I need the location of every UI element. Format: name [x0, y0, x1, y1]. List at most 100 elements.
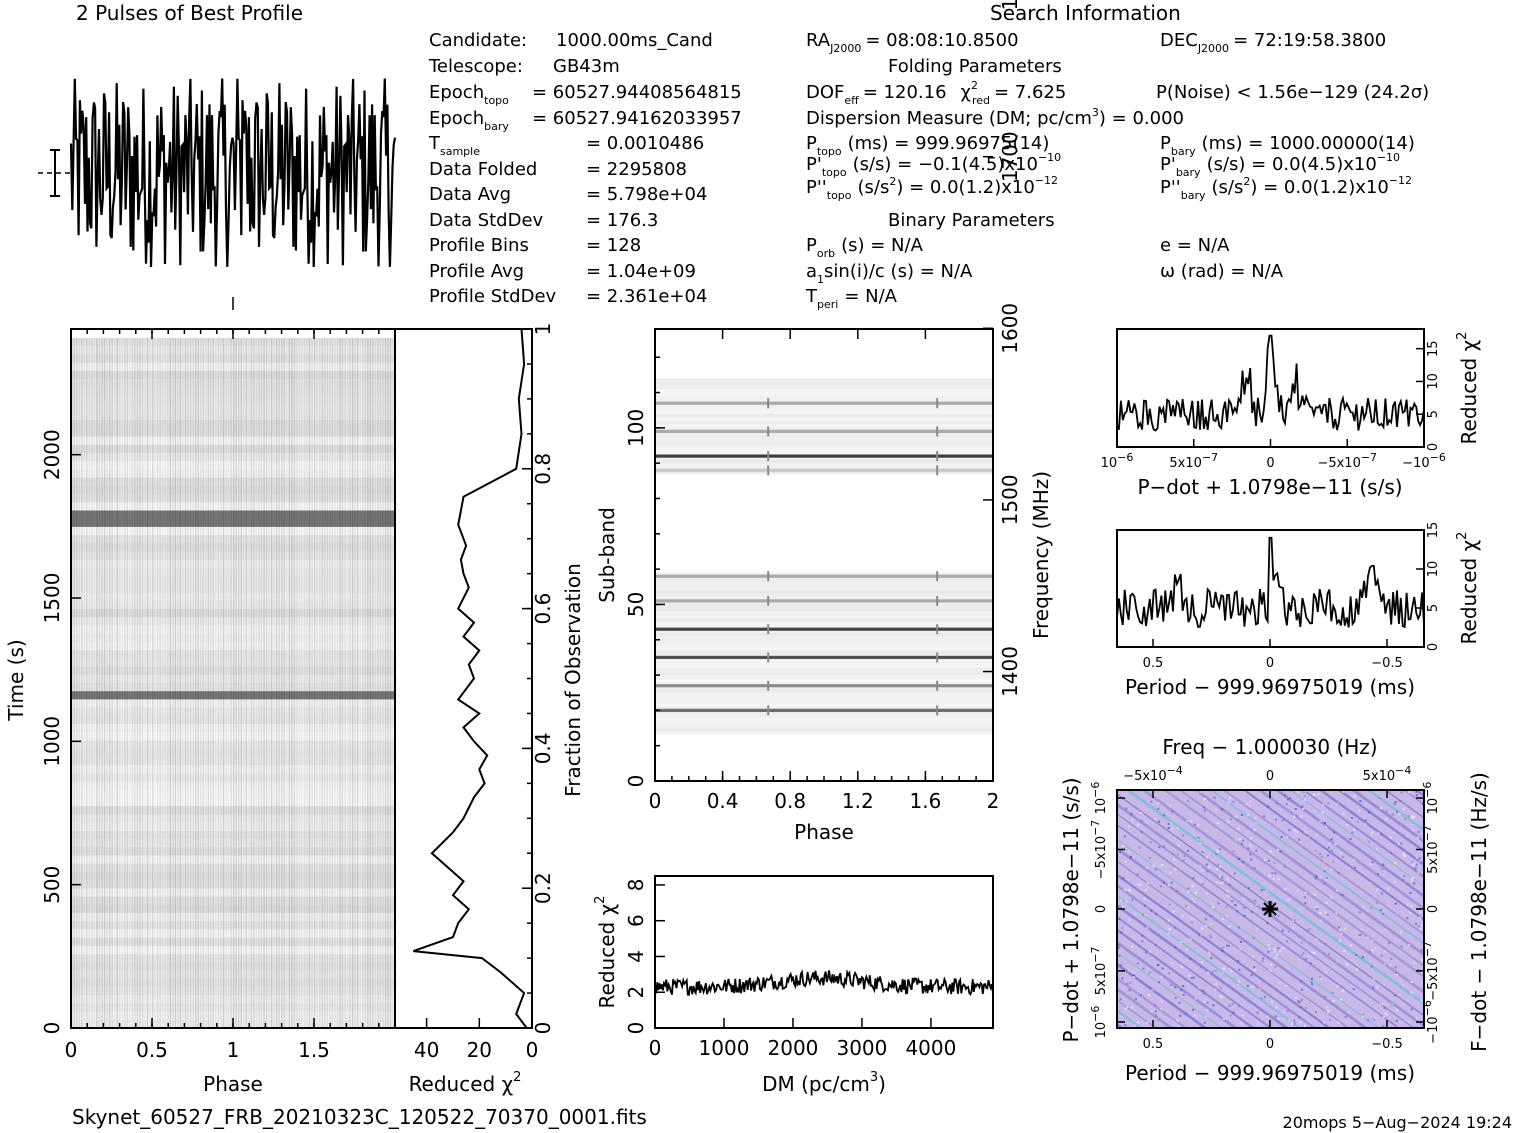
dm-xtick: 2000: [768, 1036, 819, 1060]
ppdot-speckle: [1216, 822, 1219, 824]
ppdot-speckle: [1217, 863, 1220, 866]
ppdot-speckle: [1283, 865, 1286, 868]
ppdot-speckle: [1296, 889, 1299, 892]
time-phase-stripe: [96, 338, 98, 1028]
ppdot-speckle: [1167, 919, 1170, 922]
ppdot-speckle: [1364, 823, 1367, 826]
ppdot-speckle: [1240, 814, 1243, 816]
ppdot-speckle: [1382, 1025, 1385, 1028]
time-phase-stripe: [382, 338, 384, 1028]
subband-row: [655, 646, 993, 651]
ppdot-speckle: [1369, 881, 1371, 884]
ppdot-speckle: [1274, 965, 1277, 968]
ppdot-speckle: [1217, 849, 1220, 852]
ppdot-speckle: [1149, 841, 1152, 844]
ppdot-speckle: [1336, 985, 1339, 988]
ppdot-speckle: [1293, 919, 1296, 922]
tperi-value: = N/A: [844, 286, 897, 307]
ppdot-speckle: [1279, 850, 1282, 853]
ppdot-speckle: [1144, 889, 1147, 891]
ppdot-speckle: [1267, 950, 1270, 953]
subband-row: [655, 643, 993, 647]
ppdot-speckle: [1144, 914, 1147, 917]
ppdot-speckle: [1321, 811, 1324, 814]
svg-text:a1sin(i)/c (s) = N/A: a1sin(i)/c (s) = N/A: [806, 261, 973, 286]
dm-xtick: 0: [649, 1036, 662, 1060]
ppdot-speckle: [1414, 863, 1417, 866]
ppdot-speckle: [1119, 964, 1122, 967]
ppdot-speckle: [1255, 903, 1258, 906]
time-phase-stripe: [326, 338, 328, 1028]
ppdot-speckle: [1413, 882, 1416, 885]
period-ytick: 0: [1426, 643, 1441, 651]
time-phase-row: [71, 362, 395, 372]
ppdot-speckle: [1172, 910, 1175, 913]
subband-row: [655, 713, 993, 718]
ppdot-speckle: [1411, 829, 1414, 831]
tperi-label: T: [805, 286, 818, 307]
time-phase-row: [71, 518, 395, 528]
period-xtick: −0.5: [1371, 656, 1403, 671]
ppdot-speckle: [1410, 991, 1413, 994]
subband-pulse-mark: [936, 652, 939, 663]
ppdot-speckle: [1412, 863, 1414, 866]
ppdot-speckle: [1267, 805, 1270, 808]
time-phase-stripe: [119, 338, 121, 1028]
ppdot-xtick: 0.5: [1143, 1037, 1164, 1052]
ppdot-speckle: [1340, 932, 1343, 935]
ppdot-speckle: [1232, 1011, 1235, 1014]
time-phase-stripe: [111, 338, 113, 1028]
ppdot-speckle: [1275, 956, 1278, 959]
ppdot-speckle: [1255, 821, 1258, 824]
ppdot-speckle: [1150, 800, 1153, 803]
ppdot-speckle: [1413, 962, 1415, 964]
ppdot-speckle: [1162, 881, 1165, 884]
ppdot-speckle: [1161, 864, 1164, 866]
dm-ytick: 0: [624, 1022, 648, 1035]
ppdot-speckle: [1292, 919, 1295, 922]
time-phase-stripe: [101, 338, 103, 1028]
ppdot-speckle: [1353, 858, 1356, 861]
ppdot-speckle: [1136, 873, 1139, 876]
ppdot-speckle: [1123, 889, 1126, 892]
info-left-row: Profile Bins: [429, 235, 529, 256]
dec-value: = 72:19:58.3800: [1233, 30, 1386, 51]
ppdot-speckle: [1276, 953, 1279, 956]
ppdot-speckle: [1401, 878, 1404, 881]
ppdot-speckle: [1384, 818, 1387, 821]
subband-row: [655, 710, 993, 714]
ppdot-speckle: [1163, 845, 1166, 848]
ppdot-speckle: [1119, 851, 1121, 854]
time-phase-stripe: [329, 338, 331, 1028]
ppdot-streak: [1117, 940, 1237, 1028]
ppdot-speckle: [1117, 944, 1120, 947]
ppdot-speckle: [1178, 1001, 1181, 1004]
ppdot-speckle: [1190, 976, 1193, 979]
ppdot-speckle: [1355, 827, 1358, 830]
ppdot-speckle: [1219, 875, 1222, 878]
ppdot-speckle: [1202, 806, 1205, 809]
time-phase-row: [71, 625, 395, 635]
subband-row: [655, 576, 993, 580]
pdtopo-value: (s/s) = −0.1(4.5)x10: [853, 154, 1038, 175]
ppdot-speckle: [1187, 849, 1190, 852]
subband-row: [655, 689, 993, 693]
subband-row: [655, 703, 993, 707]
time-phase-stripe: [146, 338, 149, 1028]
ppdot-speckle: [1403, 808, 1406, 811]
ppdot-speckle: [1270, 963, 1273, 966]
time-phase-row: [71, 748, 395, 758]
ppdot-speckle: [1315, 1011, 1317, 1013]
ptopo-label: P: [806, 133, 817, 154]
ppdot-speckle: [1400, 791, 1403, 794]
ppdot-speckle: [1379, 796, 1382, 799]
ppdot-speckle: [1197, 836, 1200, 839]
ppdot-speckle: [1190, 820, 1192, 823]
ppdot-speckle: [1421, 803, 1424, 806]
ppdot-speckle: [1160, 1008, 1163, 1011]
ra-sub: J2000: [829, 42, 861, 55]
ppdot-speckle: [1201, 851, 1204, 853]
ppdot-streak: [1142, 790, 1424, 995]
time-phase-stripe: [159, 338, 161, 1028]
